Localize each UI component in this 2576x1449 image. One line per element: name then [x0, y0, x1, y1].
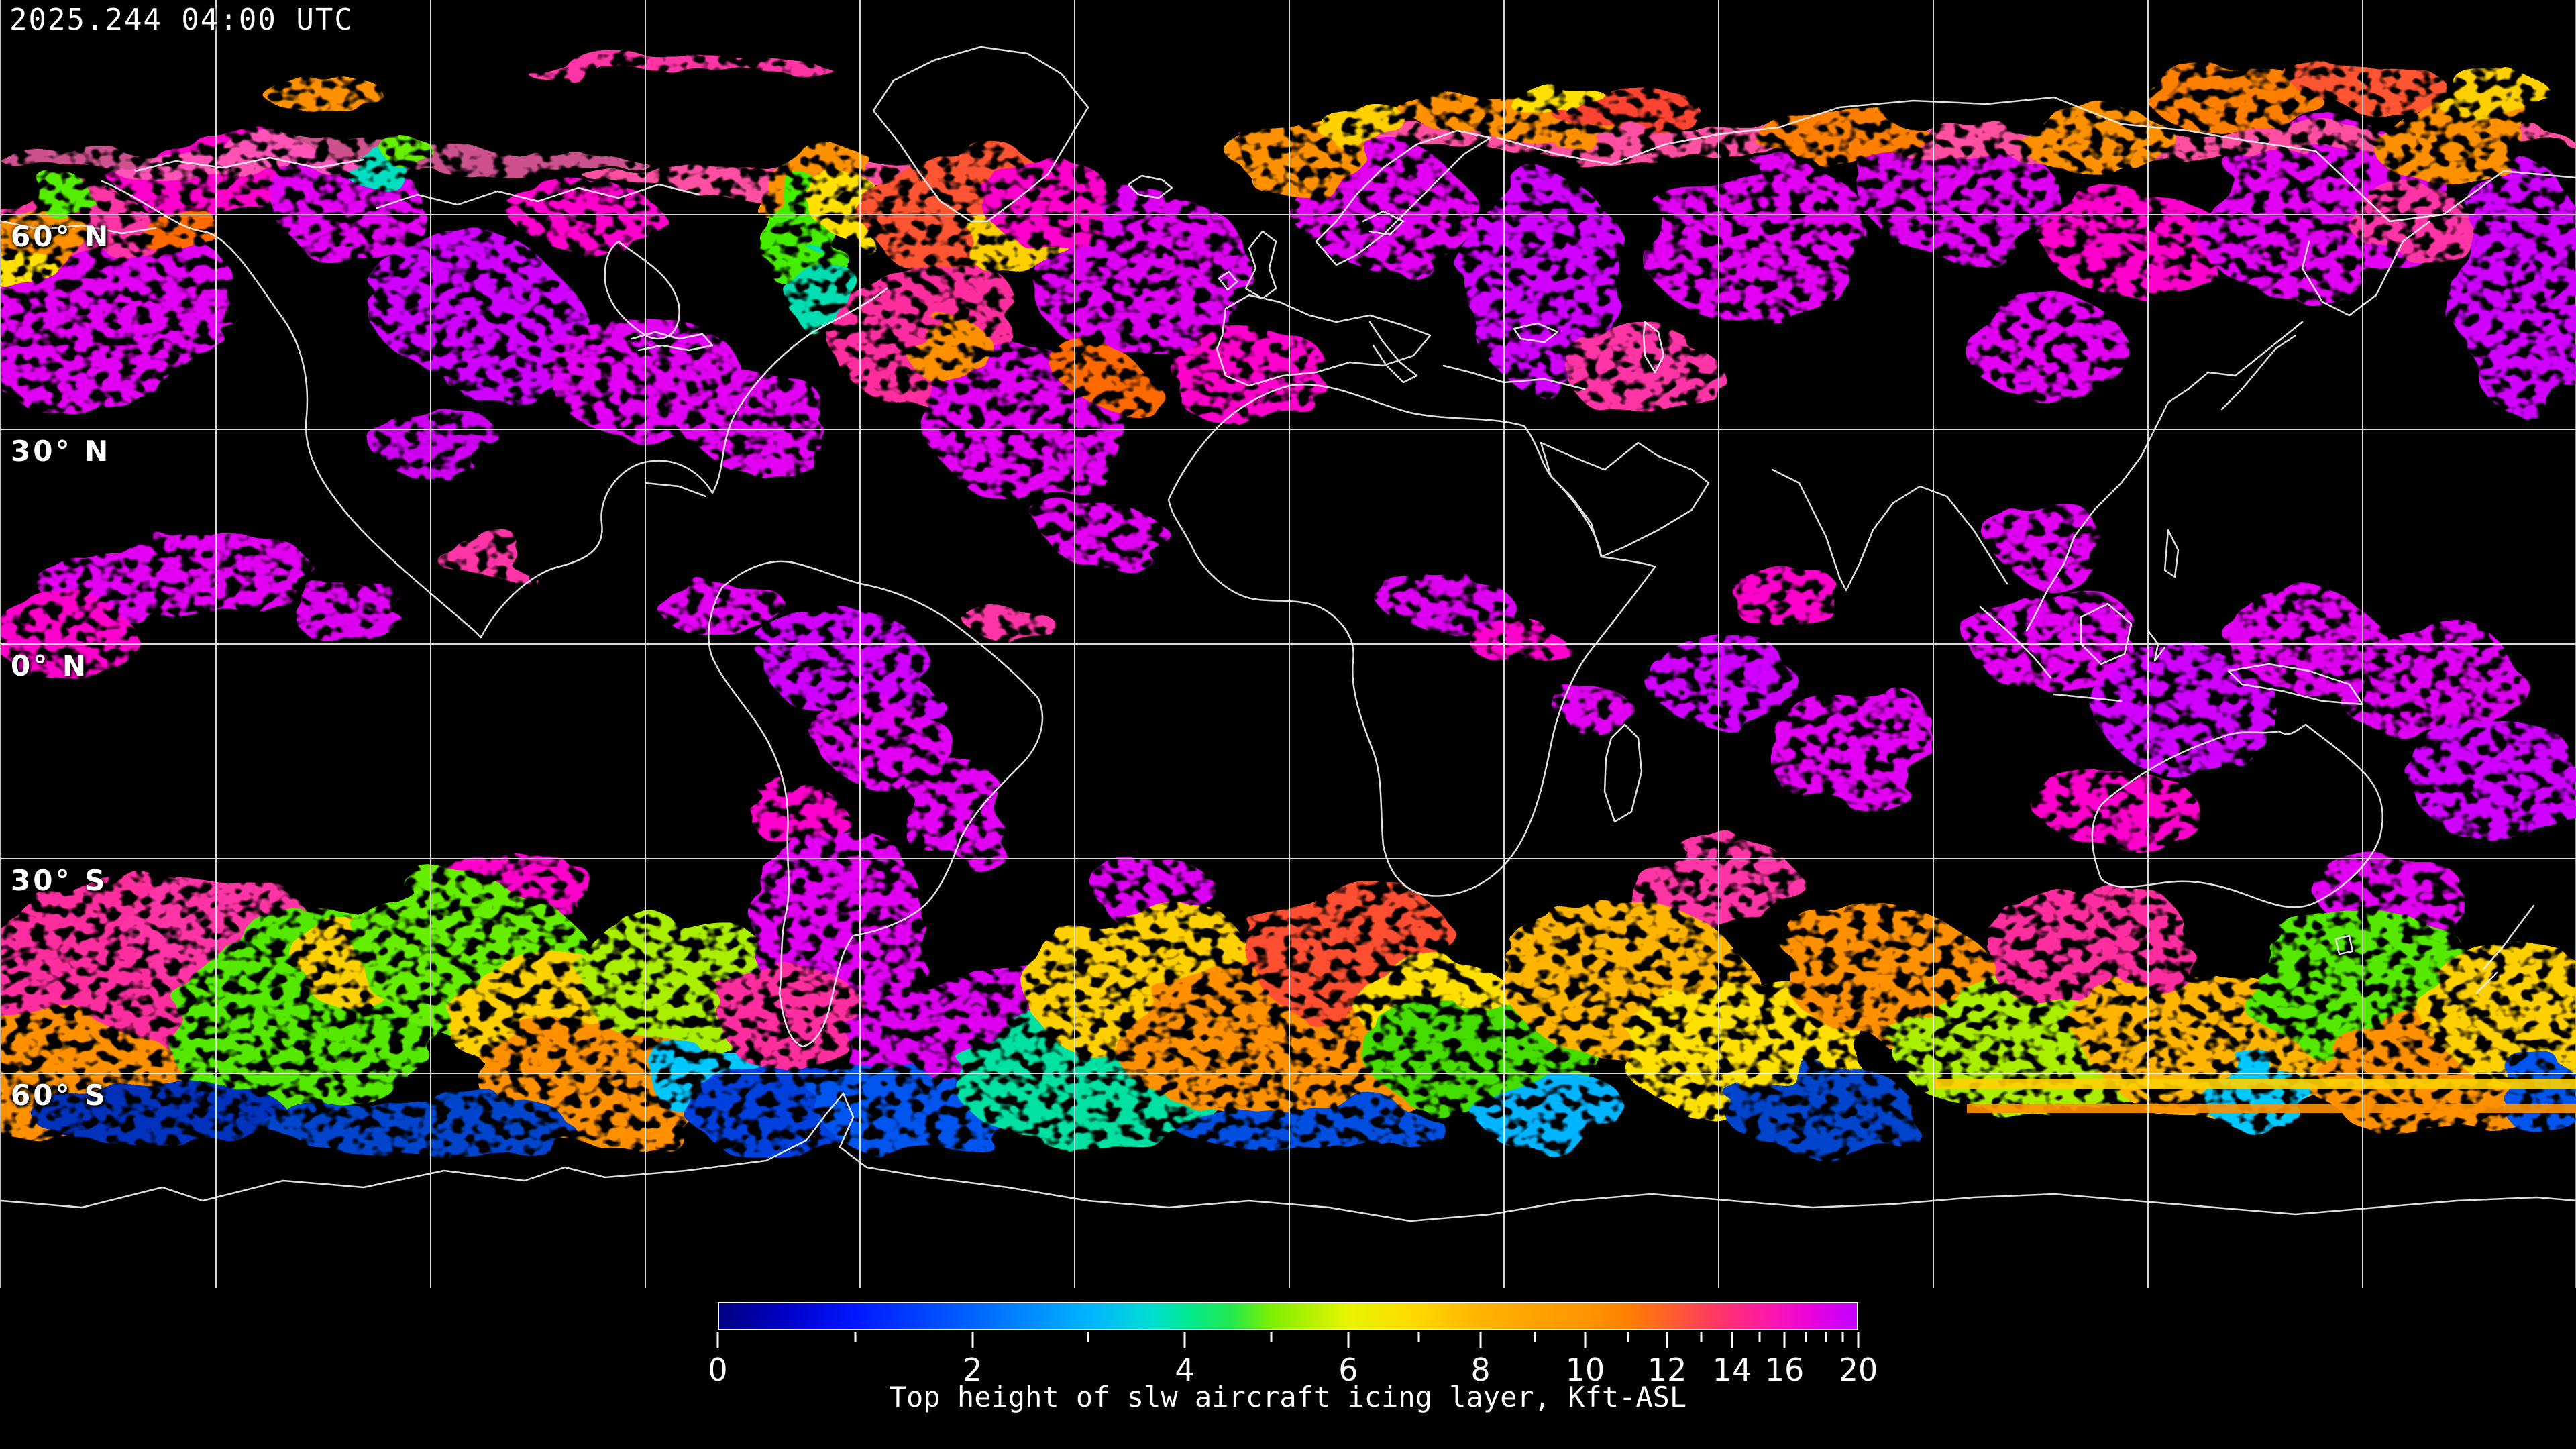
- colorbar-tick-label: 16: [1764, 1352, 1805, 1388]
- graticule: [1, 0, 2576, 1288]
- colorbar-tick: [1479, 1332, 1482, 1348]
- colorbar-caption: Top height of slw aircraft icing layer, …: [889, 1381, 1687, 1413]
- colorbar-ticks: 0 2 4 6 8 10 12 14 16 20: [708, 1332, 1878, 1392]
- colorbar-tick: [1087, 1332, 1089, 1342]
- icing-data-layer: [1, 58, 2576, 1157]
- colorbar-tick: [1183, 1332, 1186, 1348]
- colorbar-gradient: [719, 1303, 1857, 1329]
- timestamp: 2025.244 04:00 UTC: [9, 3, 354, 37]
- colorbar-tick-label: 0: [708, 1352, 728, 1388]
- colorbar-tick: [971, 1332, 974, 1348]
- colorbar-tick: [1270, 1332, 1273, 1342]
- colorbar-tick: [1841, 1332, 1844, 1342]
- colorbar-tick: [1805, 1332, 1807, 1342]
- colorbar-tick-label: 20: [1838, 1352, 1878, 1388]
- colorbar-tick-label: 2: [963, 1352, 983, 1388]
- colorbar-tick: [1758, 1332, 1761, 1342]
- colorbar-tick: [1825, 1332, 1827, 1342]
- world-map-svg: [1, 0, 2576, 1288]
- colorbar-tick-label: 8: [1470, 1352, 1491, 1388]
- colorbar-tick-label: 10: [1565, 1352, 1605, 1388]
- scanline-artifacts: [1933, 1079, 2576, 1113]
- colorbar-tick: [1347, 1332, 1350, 1348]
- colorbar-tick: [716, 1332, 719, 1348]
- colorbar-tick: [1627, 1332, 1629, 1342]
- colorbar-tick: [1534, 1332, 1536, 1342]
- coastlines-layer: [1, 46, 2576, 1222]
- colorbar-tick: [1783, 1332, 1786, 1348]
- colorbar-tick: [1666, 1332, 1668, 1348]
- colorbar-tick-label: 12: [1647, 1352, 1687, 1388]
- colorbar-tick: [1584, 1332, 1587, 1348]
- colorbar-tick-label: 6: [1338, 1352, 1358, 1388]
- colorbar-tick: [1731, 1332, 1733, 1348]
- latitude-label: 30° N: [11, 434, 111, 468]
- colorbar-tick: [1857, 1332, 1860, 1348]
- latitude-label: 60° N: [11, 220, 111, 253]
- colorbar-tick-label: 4: [1175, 1352, 1195, 1388]
- latitude-label: 0° N: [11, 649, 89, 682]
- colorbar-tick: [1417, 1332, 1420, 1342]
- latitude-label: 30° S: [11, 864, 108, 897]
- colorbar-tick-label: 14: [1712, 1352, 1752, 1388]
- latitude-label: 60° S: [11, 1078, 108, 1112]
- colorbar-tick: [854, 1332, 857, 1342]
- colorbar: [718, 1302, 1858, 1330]
- map: 2025.244 04:00 UTC 60° N 30° N 0° N 30° S 60…: [0, 0, 2576, 1288]
- colorbar-tick: [1700, 1332, 1703, 1342]
